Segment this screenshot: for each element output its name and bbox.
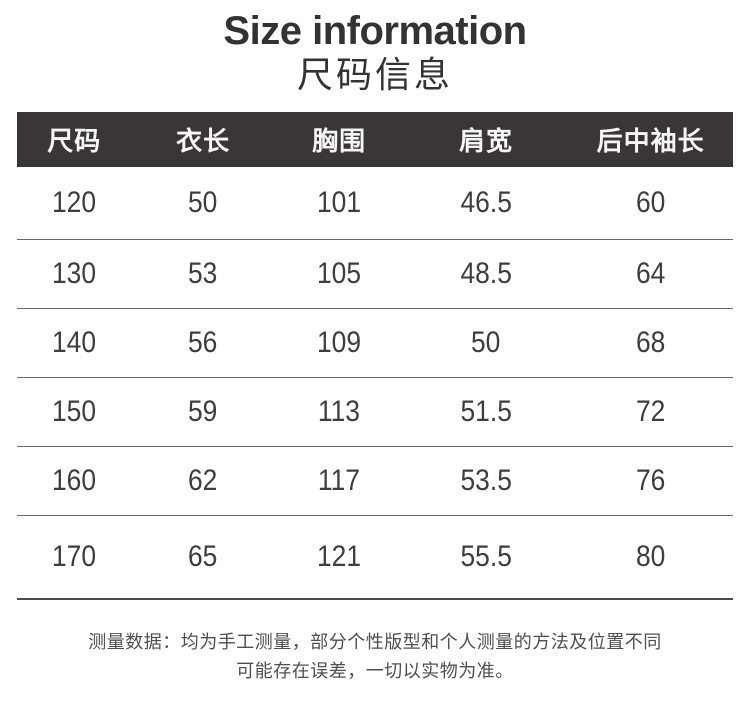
cell-value: 80 bbox=[635, 540, 666, 573]
cell-value: 76 bbox=[635, 464, 666, 497]
cell-value: 51.5 bbox=[460, 395, 512, 428]
table-cell: 76 bbox=[568, 447, 733, 515]
cell-value: 68 bbox=[635, 326, 666, 359]
table-cell: 53 bbox=[132, 240, 275, 308]
column-header-4: 后中袖长 bbox=[596, 126, 705, 156]
table-row: 170 65 121 55.5 80 bbox=[17, 515, 733, 598]
table-cell: 113 bbox=[275, 378, 404, 446]
cell-value: 150 bbox=[52, 395, 97, 428]
cell-value: 62 bbox=[188, 464, 218, 497]
column-header-0: 尺码 bbox=[47, 126, 102, 156]
table-row: 120 50 101 46.5 60 bbox=[17, 167, 733, 239]
table-cell: 59 bbox=[132, 378, 275, 446]
table-cell: 140 bbox=[17, 309, 132, 377]
column-header-2: 胸围 bbox=[312, 126, 367, 156]
cell-value: 60 bbox=[635, 186, 666, 219]
measurement-note: 测量数据：均为手工测量，部分个性版型和个人测量的方法及位置不同 可能存在误差，一… bbox=[0, 628, 750, 686]
table-row: 130 53 105 48.5 64 bbox=[17, 239, 733, 308]
cell-value: 121 bbox=[317, 540, 362, 573]
table-cell: 46.5 bbox=[404, 167, 569, 239]
cell-value: 170 bbox=[52, 540, 97, 573]
cell-value: 55.5 bbox=[460, 540, 512, 573]
size-table: 尺码 衣长 胸围 肩宽 后中袖长 120 50 101 46.5 60 130 53 105 48.5 6… bbox=[17, 112, 733, 600]
measurement-note-line2: 可能存在误差，一切以实物为准。 bbox=[236, 661, 514, 681]
table-row: 140 56 109 50 68 bbox=[17, 308, 733, 377]
table-cell: 55.5 bbox=[404, 516, 569, 598]
cell-value: 140 bbox=[52, 326, 97, 359]
cell-value: 65 bbox=[188, 540, 218, 573]
table-cell: 60 bbox=[568, 167, 733, 239]
size-table-body: 120 50 101 46.5 60 130 53 105 48.5 64 140 56 109 50 68… bbox=[17, 167, 733, 600]
table-cell: 117 bbox=[275, 447, 404, 515]
table-cell: 62 bbox=[132, 447, 275, 515]
table-cell: 101 bbox=[275, 167, 404, 239]
column-header-1: 衣长 bbox=[176, 126, 231, 156]
table-cell: 72 bbox=[568, 378, 733, 446]
table-cell: 130 bbox=[17, 240, 132, 308]
table-cell: 160 bbox=[17, 447, 132, 515]
table-cell: 51.5 bbox=[404, 378, 569, 446]
cell-value: 117 bbox=[318, 464, 361, 497]
cell-value: 46.5 bbox=[460, 186, 512, 219]
table-cell: 105 bbox=[275, 240, 404, 308]
title-block: Size information 尺码信息 bbox=[0, 0, 750, 96]
table-cell: 53.5 bbox=[404, 447, 569, 515]
cell-value: 48.5 bbox=[460, 257, 512, 290]
cell-value: 59 bbox=[188, 395, 218, 428]
page-subtitle: 尺码信息 bbox=[296, 54, 453, 95]
cell-value: 120 bbox=[52, 186, 97, 219]
table-cell: 68 bbox=[568, 309, 733, 377]
table-cell: 65 bbox=[132, 516, 275, 598]
table-cell: 56 bbox=[132, 309, 275, 377]
table-cell: 150 bbox=[17, 378, 132, 446]
cell-value: 160 bbox=[52, 464, 97, 497]
cell-value: 109 bbox=[317, 326, 362, 359]
table-row: 150 59 113 51.5 72 bbox=[17, 377, 733, 446]
cell-value: 130 bbox=[52, 257, 97, 290]
table-cell: 170 bbox=[17, 516, 132, 598]
cell-value: 113 bbox=[318, 395, 361, 428]
table-cell: 120 bbox=[17, 167, 132, 239]
table-cell: 48.5 bbox=[404, 240, 569, 308]
table-cell: 64 bbox=[568, 240, 733, 308]
table-row: 160 62 117 53.5 76 bbox=[17, 446, 733, 515]
column-header-3: 肩宽 bbox=[458, 126, 513, 156]
table-cell: 50 bbox=[404, 309, 569, 377]
table-cell: 50 bbox=[132, 167, 275, 239]
cell-value: 50 bbox=[471, 326, 501, 359]
table-cell: 80 bbox=[568, 516, 733, 598]
cell-value: 53 bbox=[188, 257, 218, 290]
cell-value: 50 bbox=[188, 186, 218, 219]
cell-value: 101 bbox=[317, 186, 362, 219]
cell-value: 72 bbox=[635, 395, 666, 428]
table-cell: 121 bbox=[275, 516, 404, 598]
size-table-header: 尺码 衣长 胸围 肩宽 后中袖长 bbox=[17, 112, 733, 167]
measurement-note-line1: 测量数据：均为手工测量，部分个性版型和个人测量的方法及位置不同 bbox=[88, 632, 662, 652]
cell-value: 105 bbox=[317, 257, 362, 290]
table-cell: 109 bbox=[275, 309, 404, 377]
page-title: Size information bbox=[223, 9, 527, 53]
cell-value: 64 bbox=[635, 257, 666, 290]
cell-value: 56 bbox=[188, 326, 218, 359]
cell-value: 53.5 bbox=[460, 464, 512, 497]
